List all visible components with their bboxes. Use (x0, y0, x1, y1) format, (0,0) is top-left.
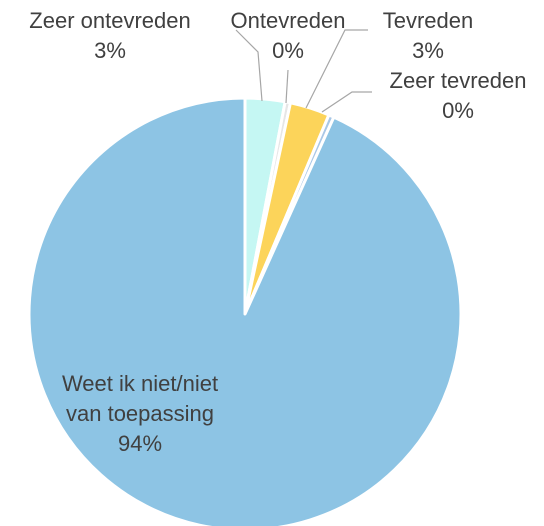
data-label-zeer-tevreden: Zeer tevreden 0% (390, 68, 527, 123)
data-label-weet-ik-niet-niet-van-toepassing: Weet ik niet/niet van toepassing 94% (62, 371, 218, 456)
data-label-value: 0% (272, 38, 304, 63)
pie-slices (27, 96, 463, 526)
data-label-value: 3% (94, 38, 126, 63)
leader-line-zeer-tevreden (321, 91, 372, 113)
data-label-tevreden: Tevreden 3% (383, 8, 474, 63)
leader-line-ontevreden (285, 69, 289, 104)
pie-slice-weet-ik-niet-niet-van-toepassing (27, 96, 463, 526)
data-labels: Zeer ontevreden 3%Ontevreden 0%Tevreden 3%Z… (29, 8, 526, 456)
leader-line-zeer-ontevreden (235, 29, 263, 102)
data-label-category: van toepassing (66, 401, 214, 426)
data-label-category: Zeer ontevreden (29, 8, 190, 33)
data-label-category: Ontevreden (231, 8, 346, 33)
data-label-value: 94% (118, 431, 162, 456)
data-label-zeer-ontevreden: Zeer ontevreden 3% (29, 8, 190, 63)
data-label-category: Zeer tevreden (390, 68, 527, 93)
data-label-ontevreden: Ontevreden 0% (231, 8, 346, 63)
data-label-value: 3% (412, 38, 444, 63)
leader-lines (235, 29, 372, 113)
data-label-category: Weet ik niet/niet (62, 371, 218, 396)
leader-line-tevreden (305, 29, 368, 109)
data-label-category: Tevreden (383, 8, 474, 33)
data-label-value: 0% (442, 98, 474, 123)
